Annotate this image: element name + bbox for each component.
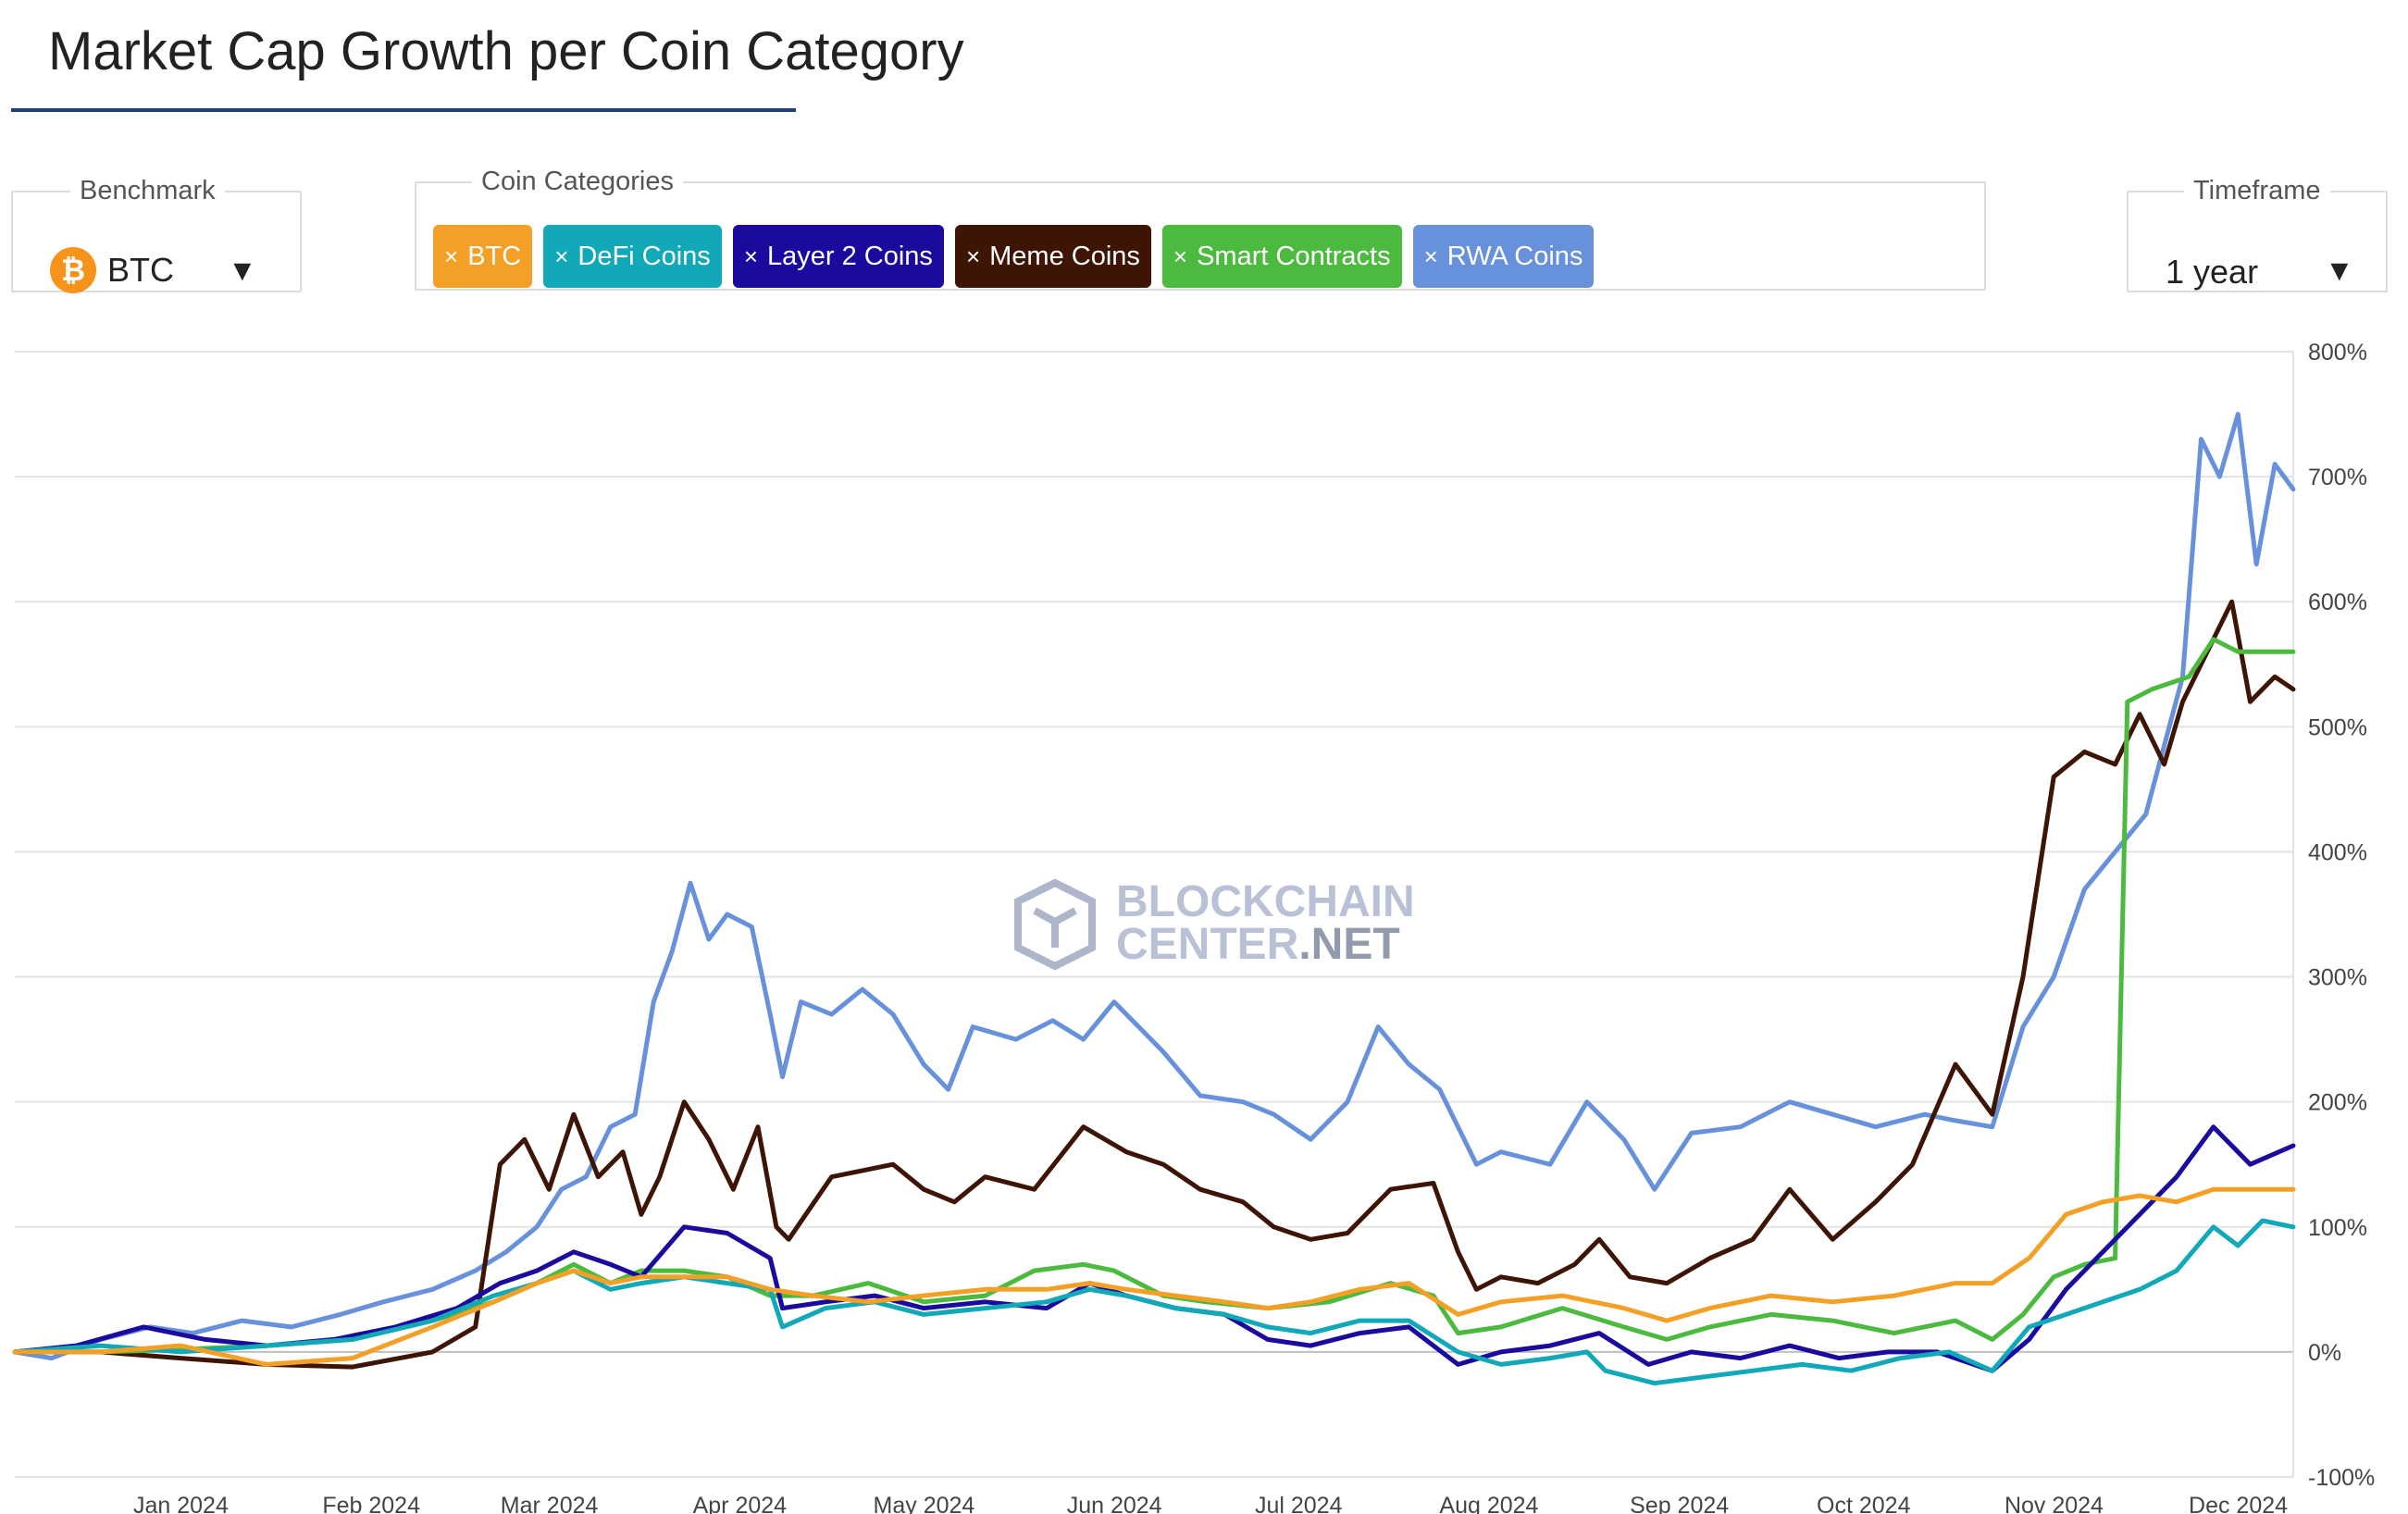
category-chip[interactable]: × RWA Coins (1412, 225, 1595, 288)
y-tick-label: 400% (2308, 839, 2367, 865)
category-chip-label: Meme Coins (989, 242, 1140, 271)
title-underline (11, 108, 796, 112)
close-icon[interactable]: × (1173, 242, 1188, 270)
market-cap-chart: -100% 0% 100% 200% 300% 400% 500% 600% 700% 800% J… (12, 340, 2375, 1514)
y-tick-label: 800% (2308, 340, 2367, 366)
x-tick-label: Nov 2024 (2005, 1493, 2104, 1514)
series-line-meme-coins (12, 599, 2296, 1370)
x-tick-label: May 2024 (874, 1493, 975, 1514)
blockchain-center-logo-icon (1014, 878, 1096, 971)
y-tick-label: 0% (2308, 1340, 2341, 1366)
coin-categories-legend: Coin Categories (481, 167, 674, 196)
category-chip-label: Layer 2 Coins (767, 242, 933, 271)
y-tick-label: 700% (2308, 465, 2367, 490)
x-tick-label: Feb 2024 (322, 1493, 420, 1514)
series-line-btc (12, 1186, 2296, 1367)
category-chip[interactable]: × DeFi Coins (543, 225, 722, 288)
x-tick-label: Apr 2024 (693, 1493, 788, 1514)
category-chip[interactable]: × Layer 2 Coins (732, 225, 944, 288)
x-tick-label: Dec 2024 (2189, 1493, 2288, 1514)
x-tick-label: Jun 2024 (1067, 1493, 1162, 1514)
benchmark-selector[interactable]: Benchmark ₿ BTC ▼ (11, 176, 302, 293)
close-icon[interactable]: × (444, 242, 459, 270)
y-tick-label: 100% (2308, 1215, 2367, 1241)
chevron-down-icon[interactable]: ▼ (228, 254, 257, 287)
watermark-line2: CENTER.NET (1116, 920, 1400, 969)
watermark-net: .NET (1298, 920, 1399, 969)
close-icon[interactable]: × (554, 242, 569, 270)
category-chip-label: Smart Contracts (1197, 242, 1391, 271)
x-tick-label: Sep 2024 (1630, 1493, 1729, 1514)
chevron-down-icon[interactable]: ▼ (2325, 254, 2354, 287)
y-tick-label: 600% (2308, 589, 2367, 615)
category-chip[interactable]: × Meme Coins (954, 225, 1151, 288)
timeframe-value[interactable]: 1 year (2166, 253, 2259, 291)
bitcoin-icon: ₿ (50, 247, 96, 293)
benchmark-legend: Benchmark (80, 176, 216, 205)
close-icon[interactable]: × (965, 242, 981, 270)
x-tick-label: Oct 2024 (1817, 1493, 1911, 1514)
category-chip[interactable]: × Smart Contracts (1161, 225, 1402, 288)
benchmark-value[interactable]: BTC (107, 251, 174, 289)
category-chip-label: DeFi Coins (577, 242, 711, 271)
series-line-smart-contracts (12, 637, 2296, 1355)
y-tick-label: 500% (2308, 714, 2367, 740)
y-tick-label: -100% (2308, 1465, 2375, 1491)
category-chip[interactable]: × BTC (433, 225, 533, 288)
y-tick-label: 300% (2308, 965, 2367, 991)
close-icon[interactable]: × (1423, 242, 1438, 270)
category-chip-label: BTC (467, 242, 522, 271)
series-line-rwa-coins (12, 412, 2296, 1361)
page-title: Market Cap Growth per Coin Category (48, 21, 964, 81)
timeframe-selector[interactable]: Timeframe 1 year ▼ (2127, 176, 2388, 292)
coin-categories-selector: Coin Categories × BTC × DeFi Coins × Layer 2 … (415, 167, 1986, 291)
logo-hexagon (1014, 878, 1096, 971)
x-tick-label: Jul 2024 (1255, 1493, 1343, 1514)
timeframe-legend: Timeframe (2193, 176, 2321, 205)
watermark-line1: BLOCKCHAIN (1116, 877, 1415, 926)
x-tick-label: Jan 2024 (133, 1493, 229, 1514)
category-chip-label: RWA Coins (1446, 242, 1583, 271)
x-tick-label: Mar 2024 (501, 1493, 599, 1514)
watermark-center: CENTER (1116, 920, 1298, 969)
logo-inner (1033, 907, 1077, 948)
y-tick-label: 200% (2308, 1090, 2367, 1116)
category-chip-list: × BTC × DeFi Coins × Layer 2 Coins × Meme Coins… (433, 225, 1595, 288)
close-icon[interactable]: × (743, 242, 758, 270)
x-tick-label: Aug 2024 (1439, 1493, 1538, 1514)
